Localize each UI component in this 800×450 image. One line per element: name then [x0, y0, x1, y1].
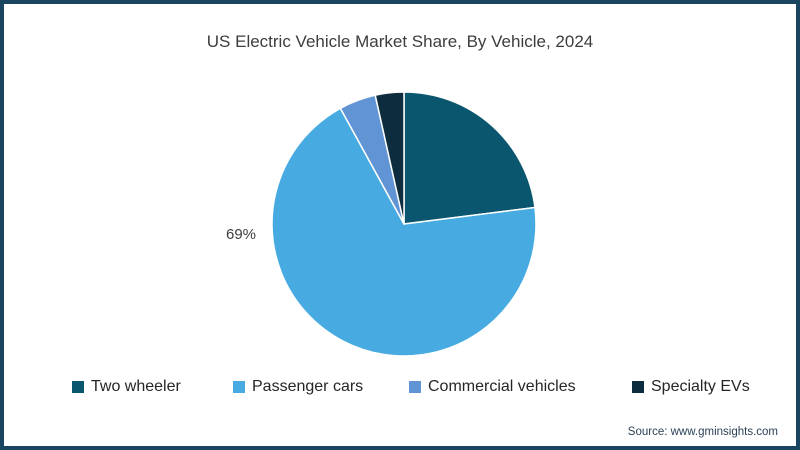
legend-label: Specialty EVs	[651, 378, 750, 395]
pie-chart	[271, 91, 537, 357]
legend-item-two-wheeler[interactable]: Two wheeler	[72, 378, 181, 396]
legend-label: Two wheeler	[91, 378, 181, 395]
legend-swatch	[632, 381, 644, 393]
pie-slice-passenger-cars[interactable]	[271, 107, 537, 357]
legend-swatch	[72, 381, 84, 393]
legend-swatch	[233, 381, 245, 393]
pie-slice-two-wheeler[interactable]	[403, 91, 536, 225]
legend-item-specialty-evs[interactable]: Specialty EVs	[632, 378, 750, 396]
source-note: Source: www.gminsights.com	[627, 426, 778, 438]
pie-data-label: 69%	[226, 226, 257, 243]
legend-swatch	[409, 381, 421, 393]
chart-title: US Electric Vehicle Market Share, By Veh…	[206, 32, 594, 51]
legend-item-commercial-vehicles[interactable]: Commercial vehicles	[409, 378, 576, 396]
legend-label: Passenger cars	[252, 378, 364, 395]
legend-item-passenger-cars[interactable]: Passenger cars	[233, 378, 363, 396]
pie-slice-specialty-evs[interactable]	[374, 91, 405, 225]
legend-label: Commercial vehicles	[428, 378, 576, 395]
